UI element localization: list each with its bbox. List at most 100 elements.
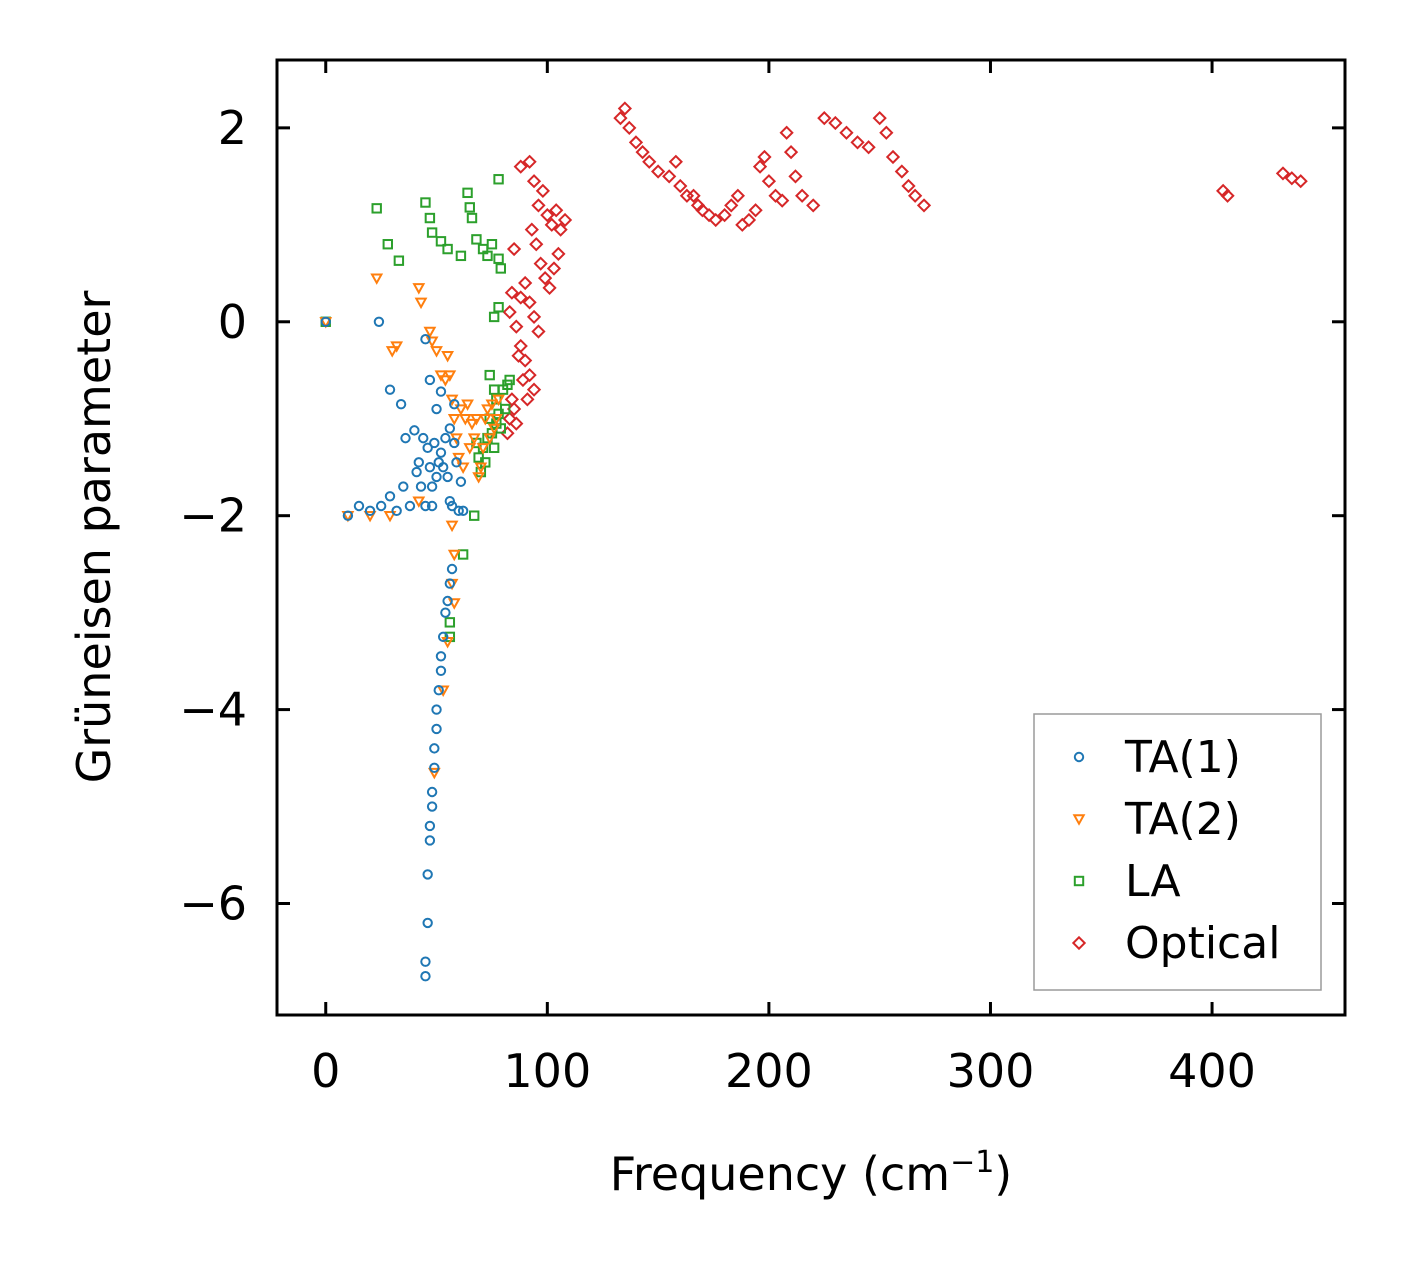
data-point <box>446 563 458 575</box>
data-point <box>426 786 438 798</box>
data-point <box>437 631 449 643</box>
data-point <box>901 178 916 194</box>
legend-marker <box>1073 751 1085 763</box>
data-point <box>701 208 717 223</box>
data-point <box>861 140 876 155</box>
data-point <box>473 452 484 463</box>
y-tick-label: −6 <box>179 877 247 931</box>
data-point <box>524 222 539 237</box>
data-point <box>504 285 519 300</box>
data-point <box>828 115 843 131</box>
data-point <box>442 471 453 483</box>
data-point <box>885 149 901 165</box>
data-point <box>414 297 428 310</box>
data-point <box>513 290 528 305</box>
legend-label-la: LA <box>1125 856 1181 907</box>
data-point <box>481 404 494 416</box>
data-point <box>695 203 710 218</box>
data-point <box>426 481 438 492</box>
data-point <box>522 367 537 383</box>
data-point <box>748 203 763 218</box>
legend-marker <box>1073 875 1085 887</box>
data-point <box>795 188 810 203</box>
data-point <box>908 188 923 203</box>
data-point <box>549 203 564 218</box>
data-point <box>504 374 515 386</box>
data-point <box>436 685 450 697</box>
data-point <box>353 500 365 512</box>
data-point <box>509 319 524 334</box>
data-point <box>454 404 468 416</box>
data-point <box>445 520 459 533</box>
data-point <box>382 239 393 250</box>
data-point <box>420 500 431 512</box>
data-point <box>435 651 447 662</box>
data-point <box>427 767 441 780</box>
data-point <box>431 704 442 715</box>
data-point <box>662 169 677 184</box>
data-point <box>422 442 433 454</box>
data-point <box>390 341 404 353</box>
data-point <box>500 403 511 415</box>
data-points <box>319 101 1308 982</box>
data-point <box>364 505 376 517</box>
data-point <box>730 188 745 203</box>
data-point <box>418 432 429 444</box>
data-point <box>502 304 517 320</box>
data-point <box>783 144 799 160</box>
data-point <box>431 403 442 415</box>
data-point <box>429 437 440 449</box>
data-point <box>440 607 451 618</box>
data-point <box>470 414 483 426</box>
data-point <box>488 442 500 454</box>
data-point <box>422 917 433 929</box>
data-point <box>433 685 444 696</box>
data-point <box>438 375 452 387</box>
data-point <box>412 496 426 508</box>
data-point <box>474 462 488 474</box>
data-point <box>495 263 506 274</box>
legend-label-ta2: TA(2) <box>1124 794 1241 845</box>
data-point <box>520 392 535 407</box>
data-point <box>465 418 479 431</box>
data-point <box>404 500 416 512</box>
data-point <box>472 472 486 484</box>
data-point <box>500 426 515 441</box>
data-point <box>531 198 546 213</box>
data-point <box>455 476 467 487</box>
data-point <box>443 370 457 382</box>
data-point <box>391 505 402 517</box>
data-point <box>456 462 470 474</box>
data-point <box>522 295 537 310</box>
data-point <box>526 382 542 397</box>
data-point <box>509 416 524 431</box>
legend-label-ta1: TA(1) <box>1124 732 1241 783</box>
data-point <box>668 154 683 169</box>
x-tick-label: 100 <box>503 1044 591 1098</box>
data-point <box>850 135 865 150</box>
data-point <box>463 443 477 455</box>
y-axis-label: Grüneisen parameter <box>67 290 121 783</box>
x-tick-label: 400 <box>1168 1044 1256 1098</box>
data-point <box>453 505 464 517</box>
data-point <box>518 275 533 291</box>
data-point <box>839 125 854 140</box>
legend-label-optical: Optical <box>1125 918 1280 969</box>
data-point <box>504 392 519 407</box>
data-point <box>424 835 436 846</box>
data-point <box>817 111 832 126</box>
data-point <box>1220 188 1235 203</box>
data-point <box>488 311 500 323</box>
data-point <box>617 101 632 116</box>
data-point <box>442 595 453 607</box>
x-tick-label: 300 <box>947 1044 1035 1098</box>
data-point <box>724 198 739 213</box>
data-point <box>429 762 440 773</box>
data-point <box>398 481 409 492</box>
data-point <box>761 174 777 189</box>
data-point <box>444 423 456 434</box>
data-point <box>485 399 499 411</box>
data-point <box>409 425 420 436</box>
data-point <box>768 188 783 203</box>
